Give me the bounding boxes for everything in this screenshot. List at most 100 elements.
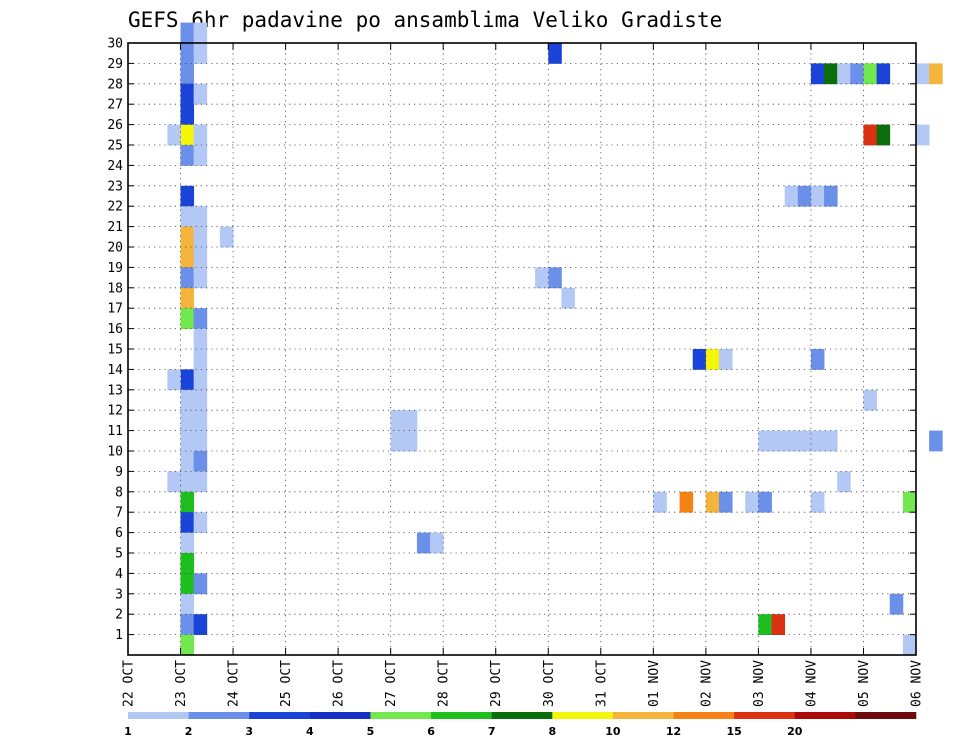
precip-cell	[180, 389, 195, 411]
x-axis: 22 OCT 23 OCT 24 OCT 25 OCT 26 OCT 27 OCT 28 O…	[122, 43, 925, 707]
y-tick-label: 27	[107, 98, 123, 113]
precip-cell	[193, 22, 208, 44]
precip-cell	[548, 267, 562, 289]
precip-cell	[797, 185, 812, 207]
precip-cell	[758, 491, 772, 513]
precip-cell	[390, 410, 405, 431]
precip-cell	[180, 83, 195, 105]
precip-cell	[193, 83, 208, 105]
precip-cell	[771, 430, 786, 452]
colorbar-label: 3	[245, 725, 253, 738]
precip-cell	[430, 532, 444, 554]
precip-cell	[719, 349, 733, 370]
precip-cell	[193, 349, 208, 370]
precip-cell	[180, 43, 195, 64]
y-tick-label: 26	[107, 118, 123, 133]
precip-cell	[824, 430, 838, 452]
y-tick-label: 1	[115, 628, 123, 643]
precip-cell	[824, 185, 838, 207]
precip-cell	[167, 124, 181, 146]
precip-cell	[193, 145, 208, 166]
precip-cell	[876, 63, 891, 85]
colorbar-segment	[794, 712, 856, 719]
precip-cell	[863, 63, 877, 85]
chart-title: GEFS 6hr padavine po ansamblima Veliko G…	[128, 8, 722, 32]
colorbar-segment	[309, 712, 371, 719]
x-tick-label: 28 OCT	[437, 660, 452, 707]
precip-cell	[180, 267, 195, 289]
colorbar-segment	[734, 712, 796, 719]
precip-cell	[167, 471, 181, 493]
precip-cell	[784, 430, 799, 452]
precip-cell	[771, 614, 786, 635]
colorbar: 1 2 3 4 5 6 7 8 10 12 15 20	[124, 712, 917, 738]
y-tick-label: 15	[107, 343, 123, 358]
precip-cell	[180, 247, 195, 268]
x-tick-label: 25 OCT	[279, 660, 294, 707]
precip-cell	[929, 430, 943, 452]
x-tick-label: 04 NOV	[804, 660, 819, 707]
precip-cell	[180, 471, 195, 493]
precip-cell	[692, 349, 707, 370]
precip-cell	[180, 553, 195, 574]
precip-cell	[902, 634, 917, 656]
colorbar-segment	[370, 712, 432, 719]
grid-lines	[128, 43, 916, 655]
precip-cell	[548, 43, 562, 64]
precip-cell	[180, 22, 195, 44]
precip-cell	[193, 471, 208, 493]
precip-cell	[180, 512, 195, 533]
precip-cell	[810, 349, 825, 370]
precip-cell	[837, 63, 851, 85]
x-tick-label: 22 OCT	[122, 660, 137, 707]
y-tick-label: 7	[115, 506, 123, 521]
precip-cell	[180, 369, 195, 391]
precip-cell	[180, 287, 195, 309]
plot-cells	[167, 22, 943, 656]
colorbar-label: 4	[306, 725, 314, 738]
colorbar-segment	[673, 712, 735, 719]
precip-cell	[876, 124, 891, 146]
y-tick-label: 18	[107, 281, 123, 296]
x-tick-label: 31 OCT	[594, 660, 609, 707]
precip-cell	[758, 430, 772, 452]
precip-cell	[810, 63, 825, 85]
precip-cell	[679, 491, 694, 513]
precip-cell	[167, 369, 181, 391]
precip-cell	[193, 308, 208, 329]
precip-cell	[837, 471, 851, 493]
precip-cell	[180, 206, 195, 227]
y-tick-label: 9	[115, 465, 123, 480]
colorbar-label: 6	[427, 725, 435, 738]
precip-cell	[180, 226, 195, 248]
colorbar-label: 7	[488, 725, 496, 738]
precip-cell	[180, 185, 195, 207]
precip-cell	[719, 491, 733, 513]
precip-cell	[390, 430, 405, 452]
precip-cell	[561, 287, 575, 309]
x-tick-label: 24 OCT	[227, 660, 242, 707]
precip-cell	[180, 410, 195, 431]
colorbar-segment	[855, 712, 917, 719]
precip-cell	[705, 491, 720, 513]
precip-cell	[193, 247, 208, 268]
precip-cell	[193, 430, 208, 452]
y-tick-label: 16	[107, 322, 123, 337]
precip-cell	[416, 532, 431, 554]
precip-cell	[653, 491, 667, 513]
colorbar-segment	[612, 712, 674, 719]
y-tick-label: 11	[107, 424, 123, 439]
colorbar-segment	[188, 712, 250, 719]
y-tick-label: 22	[107, 200, 123, 215]
colorbar-label: 12	[666, 725, 681, 738]
y-tick-label: 8	[115, 485, 123, 500]
y-tick-label: 28	[107, 77, 123, 92]
precip-cell	[403, 410, 418, 431]
precip-cell	[705, 349, 720, 370]
x-tick-label: 29 OCT	[489, 660, 504, 707]
precip-cell	[745, 491, 759, 513]
y-tick-label: 24	[107, 159, 123, 174]
precip-cell	[193, 328, 208, 350]
precip-cell	[193, 43, 208, 64]
